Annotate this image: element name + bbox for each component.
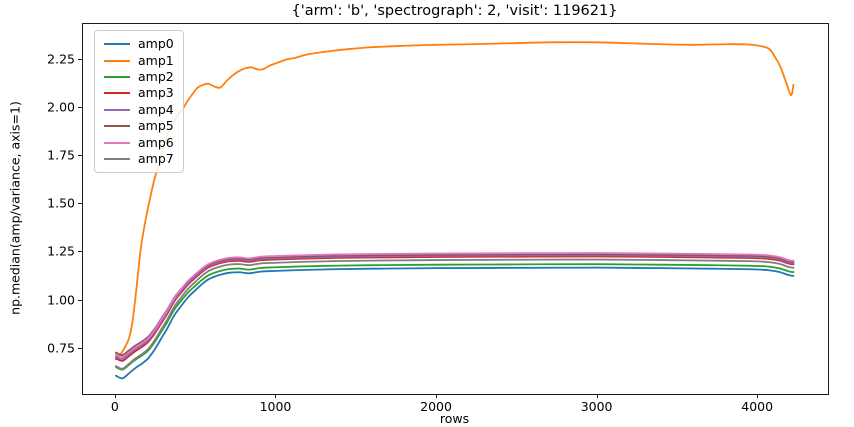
legend-label-amp7: amp7 [138, 150, 174, 166]
y-tick-mark [78, 106, 82, 108]
legend-label-amp6: amp6 [138, 134, 174, 150]
legend-label-amp3: amp3 [138, 85, 174, 101]
series-line-amp1 [115, 41, 795, 361]
x-tick-label: 2000 [420, 399, 452, 414]
x-tick-label: 1000 [259, 399, 292, 414]
legend: amp0 amp1 amp2 amp3 amp4 amp5 amp6 amp7 [94, 30, 184, 174]
legend-label-amp0: amp0 [138, 36, 174, 52]
series-line-amp2 [115, 263, 795, 371]
legend-line-sample-amp0 [104, 43, 130, 46]
series-line-amp7 [115, 258, 795, 370]
plot-lines [115, 41, 795, 380]
y-tick-mark [78, 299, 82, 301]
legend-line-sample-amp7 [104, 157, 130, 160]
legend-item-amp7: amp7 [104, 151, 174, 167]
y-tick-label: 2.00 [47, 99, 75, 115]
y-tick-mark [78, 347, 82, 349]
y-tick-label: 1.00 [47, 292, 75, 308]
x-axis-label: rows [439, 411, 470, 426]
series-line-amp0 [115, 266, 795, 380]
y-tick-mark [78, 155, 82, 156]
chart-title: {'arm': 'b', 'spectrograph': 2, 'visit':… [291, 3, 618, 19]
legend-item-amp5: amp5 [104, 118, 174, 134]
y-tick-label: 1.25 [47, 243, 75, 259]
y-tick-label: 0.75 [47, 340, 75, 356]
x-tick-mark [275, 394, 277, 398]
legend-label-amp5: amp5 [138, 118, 174, 134]
y-tick-label: 1.50 [47, 195, 75, 211]
legend-item-amp1: amp1 [104, 52, 174, 68]
x-tick-label: 0 [110, 399, 119, 414]
x-tick-label: 4000 [741, 399, 774, 414]
series-line-amp6 [115, 252, 795, 358]
legend-line-sample-amp3 [104, 92, 130, 95]
x-tick-mark [757, 394, 759, 398]
y-tick-mark [78, 203, 82, 205]
y-tick-mark [78, 251, 82, 253]
legend-item-amp4: amp4 [104, 102, 174, 118]
y-tick-label: 2.25 [47, 51, 75, 67]
legend-line-sample-amp2 [104, 75, 130, 78]
y-tick-label: 1.75 [47, 147, 75, 163]
x-tick-mark [114, 394, 116, 398]
y-tick-mark [78, 58, 82, 60]
x-tick-label: 3000 [580, 399, 613, 414]
legend-item-amp6: amp6 [104, 134, 174, 150]
x-tick-mark [596, 394, 598, 398]
series-line-amp4 [115, 254, 795, 360]
legend-label-amp4: amp4 [138, 101, 174, 117]
legend-line-sample-amp1 [104, 59, 130, 62]
legend-label-amp1: amp1 [138, 52, 174, 68]
series-line-amp3 [115, 255, 795, 362]
legend-item-amp2: amp2 [104, 69, 174, 85]
x-tick-mark [436, 394, 438, 398]
legend-line-sample-amp6 [104, 141, 130, 144]
legend-item-amp0: amp0 [104, 36, 174, 52]
legend-line-sample-amp5 [104, 125, 130, 128]
legend-line-sample-amp4 [104, 108, 130, 111]
y-axis-label: np.median(amp/variance, axis=1) [7, 101, 23, 315]
plot-area: amp0 amp1 amp2 amp3 amp4 amp5 amp6 amp7 [82, 23, 829, 395]
legend-item-amp3: amp3 [104, 85, 174, 101]
legend-label-amp2: amp2 [138, 68, 174, 84]
